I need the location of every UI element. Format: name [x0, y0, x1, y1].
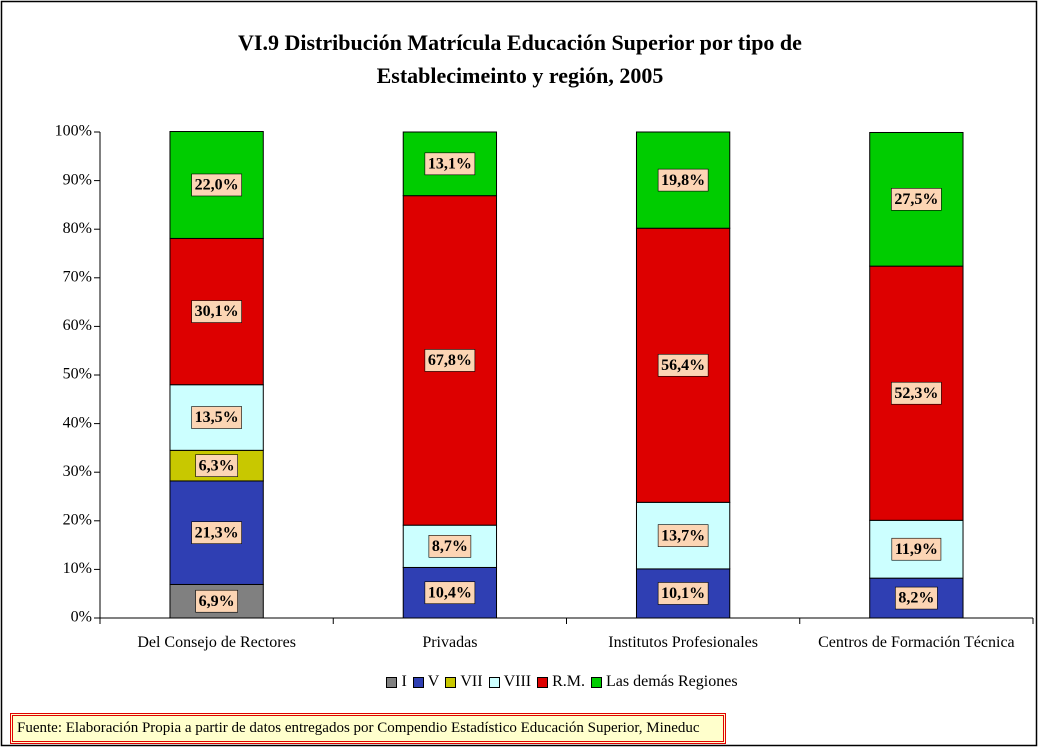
data-label-box [191, 300, 242, 323]
x-tick-label: Institutos Profesionales [608, 634, 758, 651]
data-label: 8,7% [432, 538, 468, 555]
legend-label: VII [460, 673, 483, 690]
data-label: 8,2% [898, 590, 934, 607]
legend-swatch [537, 676, 549, 688]
data-label: 30,1% [195, 303, 239, 320]
data-label: 6,9% [199, 593, 235, 610]
y-tick-label: 70% [63, 268, 92, 285]
data-label-box [657, 353, 709, 377]
data-label: 56,4% [661, 357, 705, 374]
legend-item: Las demás Regiones [591, 673, 738, 691]
legend: I V VII VIII R.M. Las demás Regiones [0, 673, 1039, 691]
data-label-box [424, 581, 476, 605]
data-label: 13,5% [195, 409, 239, 426]
x-tick-label: Privadas [422, 634, 478, 651]
data-label: 10,1% [661, 585, 705, 602]
y-tick-label: 100% [55, 123, 92, 140]
data-label-box [424, 349, 476, 372]
data-label: 6,3% [199, 457, 235, 474]
legend-item: VIII [488, 673, 532, 691]
legend-swatch [386, 676, 398, 688]
x-tick-label: Centros de Formación Técnica [818, 634, 1015, 651]
data-label: 67,8% [428, 352, 472, 369]
data-label-box [195, 589, 238, 613]
y-tick-label: 30% [63, 463, 92, 480]
data-label: 10,4% [428, 584, 472, 601]
y-tick-label: 80% [63, 220, 92, 237]
legend-swatch [591, 676, 603, 688]
data-label-box [191, 173, 242, 197]
legend-item: V [412, 673, 440, 691]
data-label: 21,3% [195, 524, 239, 541]
data-label: 22,0% [195, 177, 239, 194]
y-tick-label: 0% [71, 609, 92, 626]
data-label-box [195, 454, 238, 477]
data-label-box [657, 168, 709, 192]
legend-swatch [488, 676, 500, 688]
data-label-box [891, 537, 942, 561]
y-tick-label: 90% [63, 171, 92, 188]
legend-swatch [445, 676, 457, 688]
data-label-box [895, 586, 938, 610]
data-label: 19,8% [661, 172, 705, 189]
legend-swatch [412, 676, 424, 688]
data-label: 52,3% [894, 385, 938, 402]
legend-item: R.M. [537, 673, 585, 691]
data-label: 13,7% [661, 527, 705, 544]
data-label-box [428, 535, 472, 558]
legend-item: VII [445, 673, 483, 691]
legend-item: I [386, 673, 407, 691]
legend-label: I [401, 673, 407, 690]
data-label-box [891, 188, 942, 211]
data-label: 13,1% [428, 156, 472, 173]
data-label-box [191, 406, 242, 429]
legend-label: Las demás Regiones [606, 673, 738, 690]
y-tick-label: 10% [63, 560, 92, 577]
source-note: Fuente: Elaboración Propia a partir de d… [10, 713, 726, 744]
y-tick-label: 50% [63, 366, 92, 383]
legend-label: VIII [503, 673, 532, 690]
data-label-box [891, 381, 942, 405]
data-label-box [191, 521, 242, 545]
legend-label: R.M. [552, 673, 586, 690]
data-label-box [657, 524, 709, 547]
legend-label: V [427, 673, 440, 690]
y-tick-label: 60% [63, 317, 92, 334]
data-label-box [424, 152, 476, 176]
chart-title: VI.9 Distribución Matrícula Educación Su… [238, 30, 802, 88]
y-tick-label: 40% [63, 414, 92, 431]
data-label: 27,5% [894, 191, 938, 208]
data-label: 11,9% [895, 541, 938, 558]
y-tick-label: 20% [63, 511, 92, 528]
data-label-box [657, 582, 709, 605]
x-tick-label: Del Consejo de Rectores [137, 634, 296, 651]
